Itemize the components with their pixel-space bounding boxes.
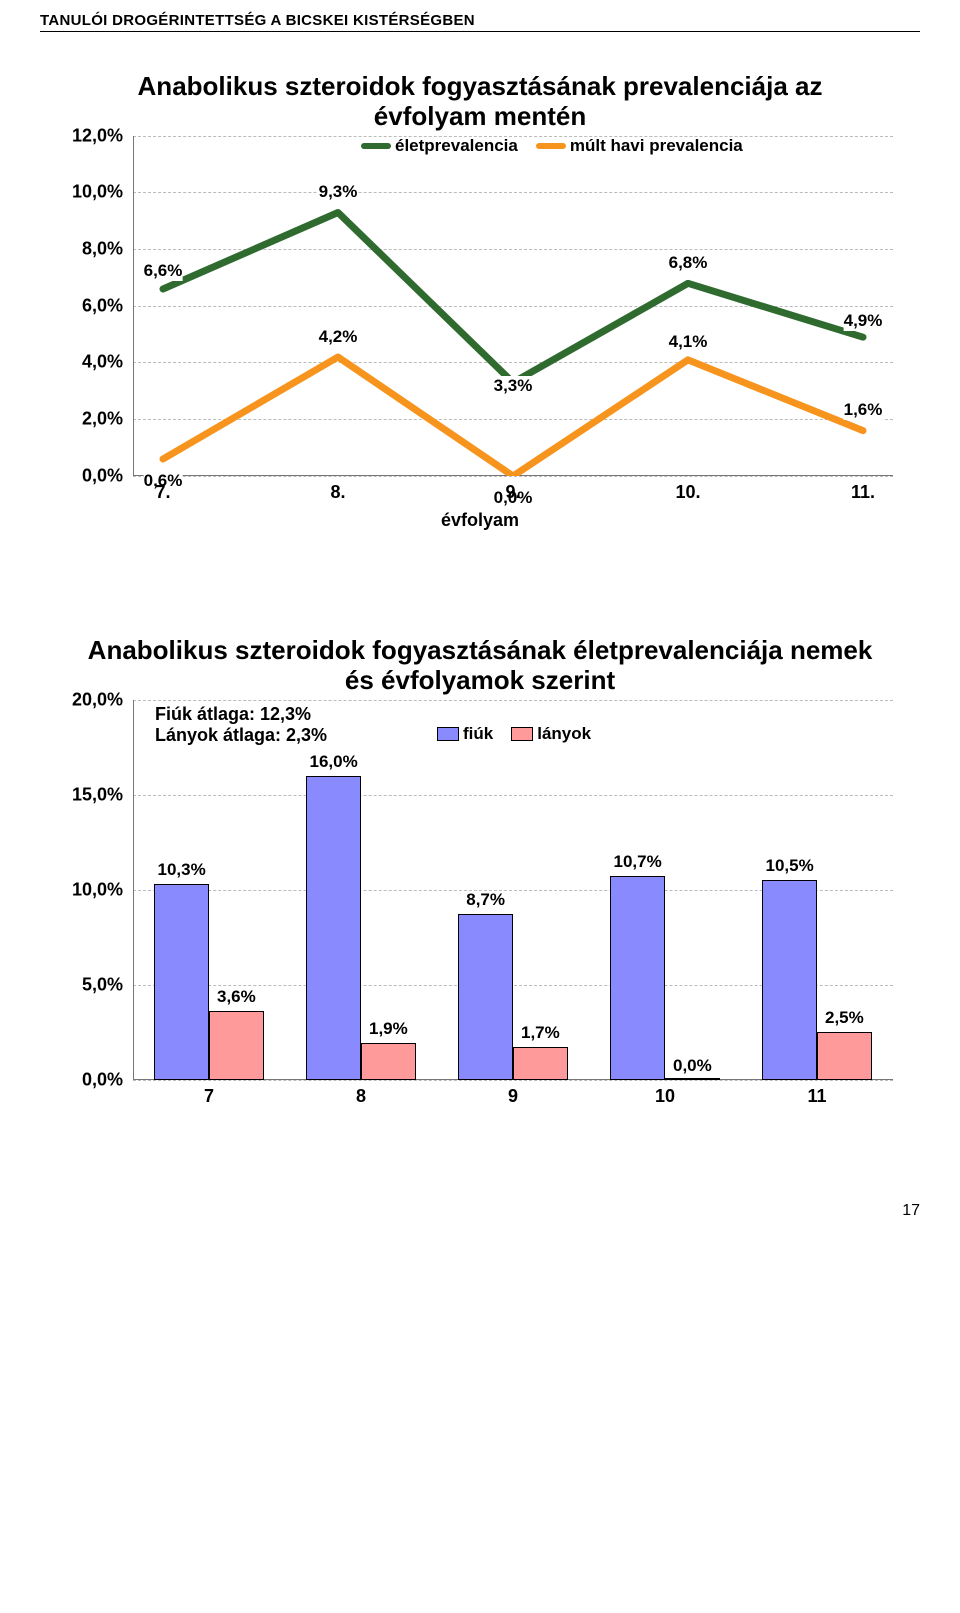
data-label: 1,7% (521, 1023, 560, 1043)
data-label: 4,1% (669, 332, 708, 352)
chart1-axis-label: évfolyam (441, 510, 519, 531)
y-tick: 12,0% (72, 125, 123, 146)
y-tick: 4,0% (82, 352, 123, 373)
x-tick: 8. (330, 482, 345, 503)
data-label: 9,3% (319, 182, 358, 202)
chart1-title-line1: Anabolikus szteroidok fogyasztásának pre… (138, 71, 823, 101)
grid-line (133, 1080, 893, 1081)
grid-line (133, 795, 893, 796)
y-tick: 15,0% (72, 784, 123, 805)
data-label: 10,3% (158, 860, 206, 880)
bar-chart: Anabolikus szteroidok fogyasztásának éle… (40, 636, 920, 1130)
data-label: 16,0% (310, 752, 358, 772)
bar (306, 776, 361, 1080)
chart1-area: életprevalenciamúlt havi prevalencia 0,0… (67, 136, 893, 546)
y-tick: 8,0% (82, 239, 123, 260)
data-label: 6,8% (669, 253, 708, 273)
x-tick: 10 (655, 1086, 675, 1107)
x-tick: 11. (851, 482, 875, 503)
x-tick: 8 (356, 1086, 366, 1107)
bar (665, 1078, 720, 1080)
line-chart: Anabolikus szteroidok fogyasztásának pre… (40, 72, 920, 546)
x-tick: 7. (155, 482, 170, 503)
page-number: 17 (902, 1202, 920, 1220)
x-tick: 11 (807, 1086, 826, 1107)
bar (817, 1032, 872, 1080)
page-header: TANULÓI DROGÉRINTETTSÉG A BICSKEI KISTÉR… (40, 12, 920, 32)
chart2-title-line2: és évfolyamok szerint (345, 665, 615, 695)
data-label: 1,9% (369, 1019, 408, 1039)
data-label: 1,6% (844, 400, 883, 420)
bar (458, 914, 513, 1079)
data-label: 3,6% (217, 987, 256, 1007)
chart2-y-axis: 0,0%5,0%10,0%15,0%20,0% (67, 700, 129, 1080)
chart2-title: Anabolikus szteroidok fogyasztásának éle… (40, 636, 920, 696)
data-label: 2,5% (825, 1008, 864, 1028)
x-tick: 9. (505, 482, 520, 503)
data-label: 10,7% (614, 852, 662, 872)
y-tick: 10,0% (72, 182, 123, 203)
bar (610, 876, 665, 1079)
data-label: 4,9% (844, 311, 883, 331)
chart1-title-line2: évfolyam mentén (374, 101, 586, 131)
y-tick: 0,0% (82, 465, 123, 486)
y-tick: 20,0% (72, 689, 123, 710)
data-label: 3,3% (494, 376, 533, 396)
bar (513, 1047, 568, 1079)
grid-line (133, 700, 893, 701)
data-label: 0,0% (673, 1056, 712, 1076)
chart1-plot: 6,6%9,3%3,3%6,8%4,9%0,6%4,2%0,0%4,1%1,6% (133, 136, 893, 476)
y-tick: 5,0% (82, 974, 123, 995)
data-label: 10,5% (766, 856, 814, 876)
bar (361, 1043, 416, 1079)
bar (762, 880, 817, 1080)
y-tick: 0,0% (82, 1069, 123, 1090)
chart1-y-axis: 0,0%2,0%4,0%6,0%8,0%10,0%12,0% (67, 136, 129, 476)
series-line (163, 357, 863, 476)
x-tick: 7 (204, 1086, 214, 1107)
chart2-plot: 10,3% 3,6% 16,0% 1,9% 8,7% 1,7% 10,7% 0,0% 10,5%… (133, 700, 893, 1080)
chart2-area: Fiúk átlaga: 12,3% Lányok átlaga: 2,3% f… (67, 700, 893, 1130)
grid-line (133, 476, 893, 477)
series-line (163, 212, 863, 382)
x-tick: 9 (508, 1086, 518, 1107)
data-label: 4,2% (319, 327, 358, 347)
y-tick: 10,0% (72, 879, 123, 900)
chart1-title: Anabolikus szteroidok fogyasztásának pre… (40, 72, 920, 132)
data-label: 8,7% (466, 890, 505, 910)
data-label: 6,6% (144, 261, 183, 281)
x-tick: 10. (675, 482, 700, 503)
y-tick: 2,0% (82, 409, 123, 430)
chart2-title-line1: Anabolikus szteroidok fogyasztásának éle… (88, 635, 873, 665)
bar (209, 1011, 264, 1079)
y-tick: 6,0% (82, 295, 123, 316)
bar (154, 884, 209, 1080)
